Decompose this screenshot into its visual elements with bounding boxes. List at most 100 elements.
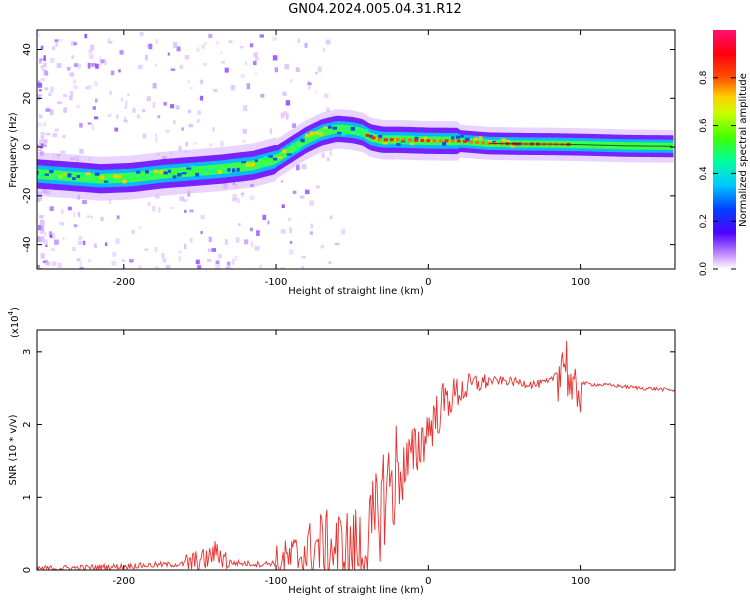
spectrogram-noise-cell: [54, 128, 59, 132]
spectrogram-noise-cell: [296, 164, 300, 171]
spectrogram-noise-cell: [225, 265, 231, 269]
spectrogram-noise-cell: [250, 241, 254, 248]
spectrogram-ridge-cell: [259, 165, 264, 168]
spectrogram-noise-cell: [79, 261, 82, 268]
spectrogram-noise-cell: [45, 261, 51, 266]
snr-x-tick-label: 0: [425, 576, 431, 587]
spectrogram-peak-cell: [414, 138, 419, 142]
spectrogram-noise-cell: [224, 239, 228, 245]
spectrogram-noise-cell: [38, 89, 42, 92]
spectrogram-ridge-cell: [186, 167, 192, 170]
spectrogram-noise-cell: [40, 253, 45, 259]
spectrogram-noise-cell: [82, 240, 86, 246]
spectrogram-ridge-cell: [250, 162, 256, 167]
spectrogram-ridge-cell: [474, 137, 478, 141]
spectrogram-noise-cell: [71, 247, 76, 252]
spectrogram-noise-cell: [267, 220, 270, 225]
spectrogram-noise-cell: [49, 206, 54, 211]
spectrogram-noise-cell: [124, 116, 127, 123]
spectrogram-noise-cell: [39, 58, 45, 61]
spectrogram-noise-cell: [116, 215, 120, 219]
spectrogram-noise-cell: [230, 84, 234, 91]
spectrogram-noise-cell: [243, 239, 249, 245]
spectrogram-noise-cell: [37, 122, 42, 128]
spectrogram-noise-cell: [329, 215, 333, 220]
colorbar-tick-label: 0.4: [699, 166, 709, 181]
spectrogram-ridge-cell: [236, 167, 240, 172]
spectrogram-noise-cell: [81, 200, 87, 205]
spectrogram-noise-cell: [129, 259, 134, 263]
spectrogram-noise-cell: [320, 244, 325, 249]
spectrogram-noise-cell: [245, 61, 248, 66]
colorbar-tick-label: 0.2: [699, 214, 709, 228]
spectrogram-ridge-cell: [273, 157, 278, 161]
spectrogram-ridge-cell: [62, 173, 67, 176]
spectrogram-noise-cell: [184, 55, 190, 60]
spectrogram-noise-cell: [169, 206, 175, 209]
spectrogram-ridge-cell: [241, 161, 247, 164]
spectrogram-noise-cell: [187, 80, 190, 83]
spectrogram-noise-cell: [81, 267, 85, 269]
spectrogram-noise-cell: [187, 190, 191, 197]
spectrogram-noise-cell: [285, 100, 291, 106]
spectrogram-noise-cell: [155, 136, 158, 143]
spectrogram-noise-cell: [289, 240, 293, 244]
colorbar-tick-label: 0.0: [699, 262, 709, 277]
snr-content: [37, 340, 675, 570]
spectrogram-noise-cell: [299, 195, 305, 199]
snr-y-tick-label: 2: [22, 421, 33, 427]
spectrogram-ridge-cell: [222, 170, 228, 173]
spectrogram-noise-cell: [170, 104, 175, 109]
spectrogram-noise-cell: [73, 211, 76, 218]
spectrogram-noise-cell: [132, 107, 136, 113]
spectrogram-noise-cell: [37, 195, 43, 201]
spectrogram-noise-cell: [178, 146, 182, 152]
snr-x-tick-label: -100: [265, 576, 288, 587]
spectrogram-noise-cell: [40, 131, 45, 138]
spectrogram-ridge-cell: [40, 173, 45, 177]
spectrogram-noise-cell: [127, 93, 130, 97]
spectrogram-noise-cell: [63, 107, 67, 113]
spectrogram-ridge-cell: [405, 140, 410, 145]
spectrogram-noise-cell: [69, 72, 75, 77]
spectrogram-noise-cell: [89, 54, 94, 60]
spectrogram-ridge-cell: [327, 125, 332, 129]
spectrogram-noise-cell: [142, 133, 147, 139]
spectrogram-ridge-cell: [135, 170, 141, 174]
spectrogram-noise-cell: [236, 198, 241, 204]
spectrogram-noise-cell: [208, 236, 212, 243]
spectrogram-noise-cell: [79, 266, 84, 269]
spectrogram-noise-cell: [49, 231, 53, 237]
spectrogram-noise-cell: [158, 206, 161, 213]
spectrogram-noise-cell: [45, 108, 51, 113]
spectrogram-noise-cell: [111, 261, 117, 266]
spectrogram-noise-cell: [73, 224, 78, 228]
spectrogram-noise-cell: [297, 38, 300, 44]
spectrogram-noise-cell: [38, 114, 43, 119]
spectrogram-y-tick-label: 20: [22, 92, 33, 105]
spectrogram-ridge-cell: [37, 170, 39, 175]
spectrogram-ridge-cell: [140, 176, 145, 179]
spectrogram-noise-cell: [280, 267, 286, 269]
spectrogram-ridge-cell: [76, 175, 81, 178]
colorbar-gradient: [713, 30, 736, 269]
spectrogram-peak-cell: [389, 138, 394, 142]
spectrogram-ridge-cell: [336, 131, 342, 135]
spectrogram-noise-cell: [40, 136, 44, 142]
spectrogram-noise-cell: [284, 63, 290, 70]
spectrogram-noise-cell: [325, 107, 331, 112]
spectrogram-noise-cell: [228, 40, 233, 44]
spectrogram-noise-cell: [295, 67, 299, 71]
spectrogram-peak-cell: [456, 139, 461, 143]
spectrogram-ridge-cell: [323, 126, 329, 129]
spectrogram-noise-cell: [326, 157, 330, 162]
colorbar: 0.0 0.2 0.4 0.6 0.8 Normalized spectral ampl…: [699, 30, 749, 276]
spectrogram-ridge-cell: [478, 136, 483, 140]
spectrogram-noise-cell: [49, 57, 55, 63]
snr-scale-exponent: 4: [7, 310, 15, 315]
spectrogram-noise-cell: [94, 98, 98, 103]
spectrogram-noise-cell: [165, 264, 171, 269]
spectrogram-noise-cell: [42, 122, 47, 127]
spectrogram-ridge-cell: [410, 142, 415, 146]
spectrogram-noise-cell: [310, 223, 313, 229]
